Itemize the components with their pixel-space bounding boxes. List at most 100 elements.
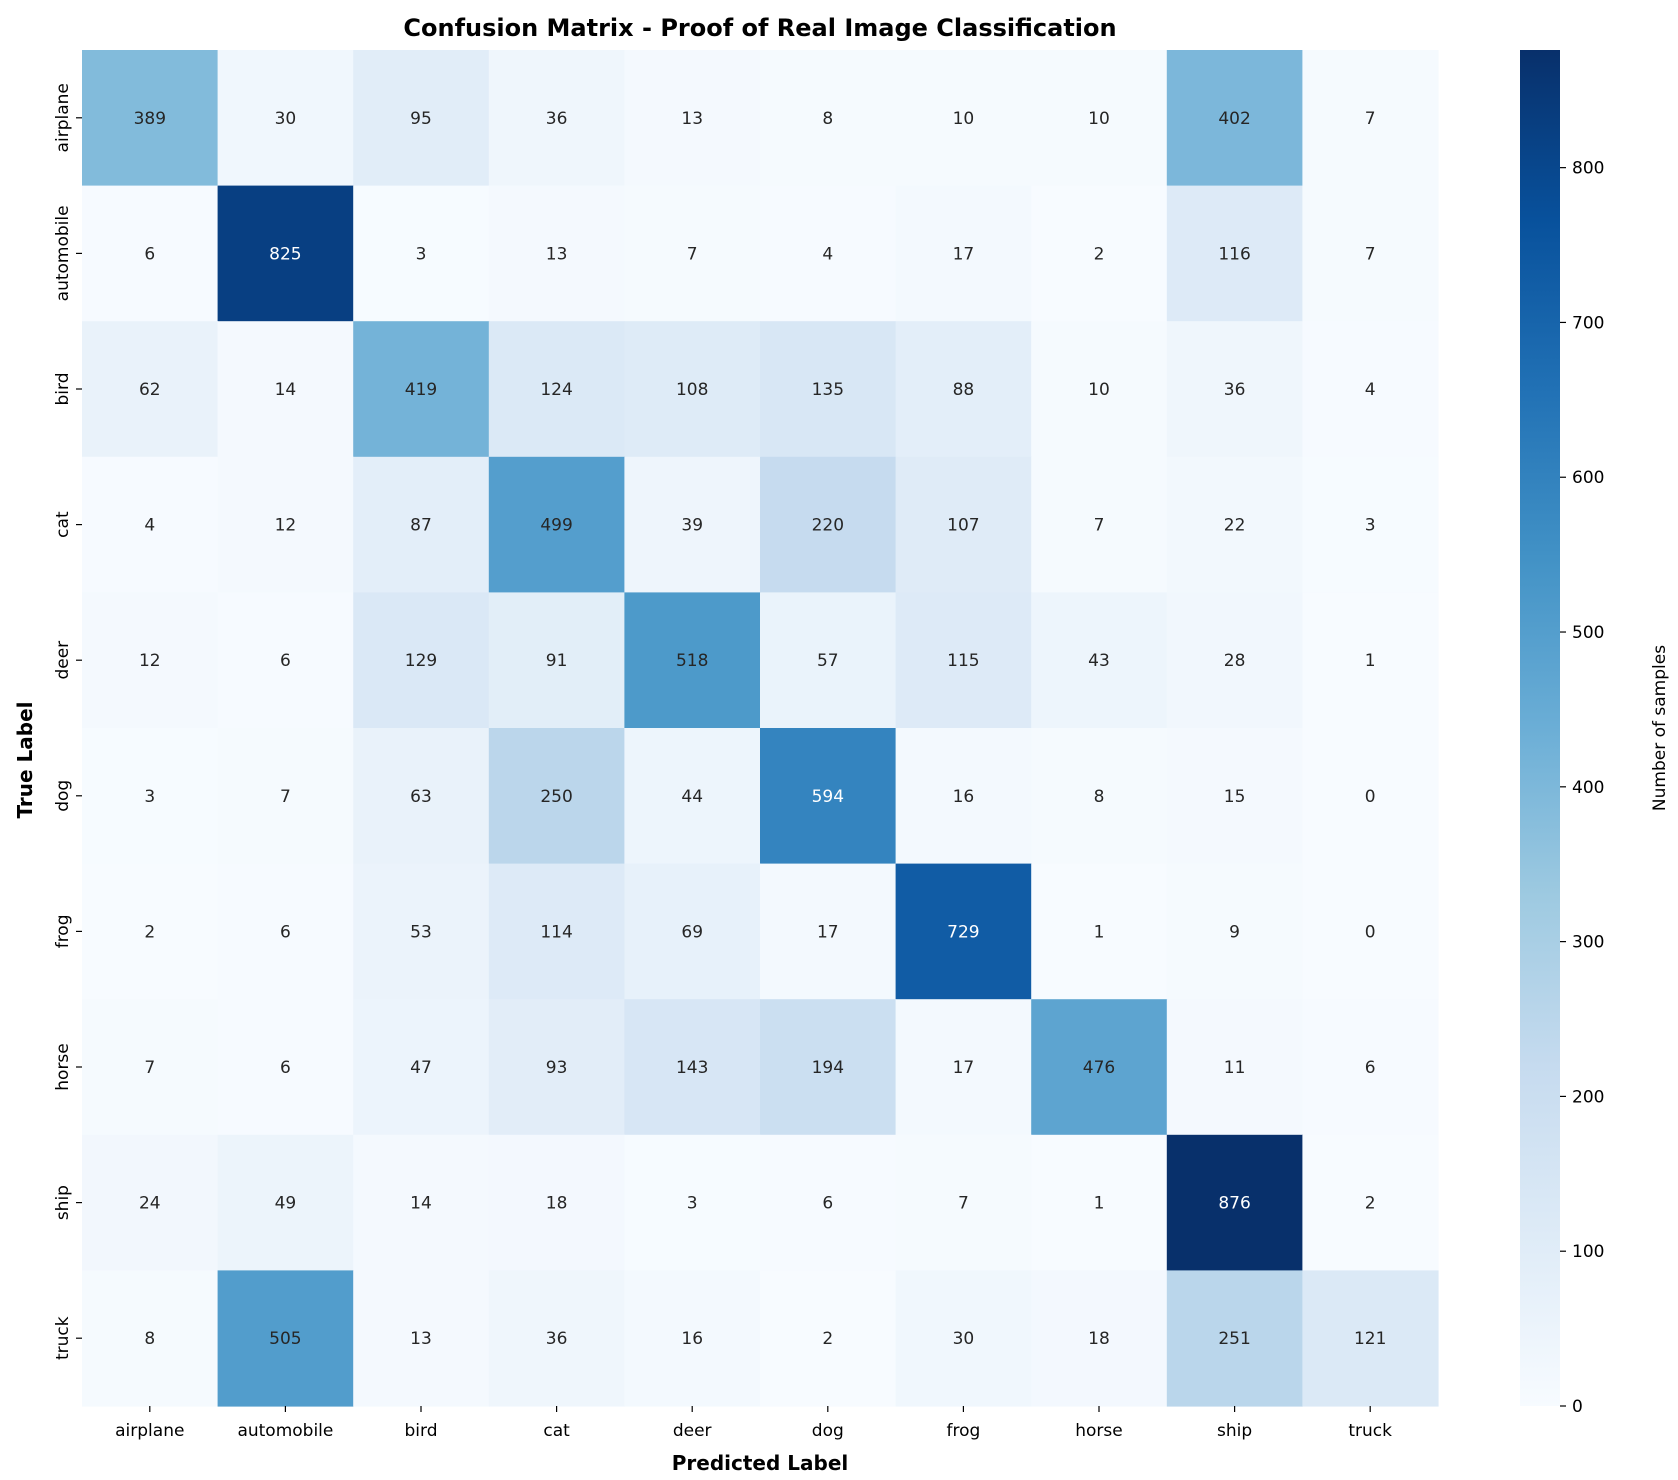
cell-value-label: 49 bbox=[275, 1194, 297, 1214]
heatmap-cell bbox=[1031, 863, 1168, 1000]
cell-value-label: 7 bbox=[1094, 516, 1105, 536]
heatmap-cell bbox=[82, 1134, 219, 1271]
heatmap-cell bbox=[895, 592, 1032, 729]
cell-value-label: 499 bbox=[540, 516, 572, 536]
heatmap-cell bbox=[488, 321, 625, 458]
cell-value-label: 108 bbox=[676, 380, 708, 400]
cell-value-label: 28 bbox=[1224, 651, 1246, 671]
heatmap-cell bbox=[624, 1134, 761, 1271]
cell-value-label: 6 bbox=[280, 922, 291, 942]
heatmap-cell bbox=[1166, 1270, 1303, 1407]
heatmap-cell bbox=[217, 728, 354, 865]
heatmap-cell bbox=[353, 863, 490, 1000]
colorbar-gradient bbox=[1520, 50, 1560, 1406]
x-axis-ticks: airplane automobile bird cat deer dog frog hors… bbox=[115, 1406, 1392, 1441]
heatmap-cell bbox=[624, 456, 761, 593]
cell-value-label: 10 bbox=[1088, 109, 1110, 129]
cell-value-label: 14 bbox=[275, 380, 297, 400]
cell-value-label: 121 bbox=[1354, 1329, 1386, 1349]
heatmap-cell bbox=[624, 50, 761, 187]
heatmap-cell bbox=[1031, 456, 1168, 593]
heatmap-cell bbox=[82, 863, 219, 1000]
cell-value-label: 3 bbox=[687, 1194, 698, 1214]
chart-title: Confusion Matrix - Proof of Real Image C… bbox=[403, 14, 1116, 42]
heatmap-cell bbox=[624, 999, 761, 1136]
cell-value-label: 24 bbox=[139, 1194, 161, 1214]
cell-value-label: 6 bbox=[1365, 1058, 1376, 1078]
cell-value-label: 6 bbox=[144, 244, 155, 264]
heatmap-cell bbox=[1031, 1270, 1168, 1407]
heatmap-cells: 389 30 95 36 13 8 10 10 402 76 825 3 13 7 4 17 2 116 762 14… bbox=[82, 50, 1439, 1407]
cell-value-label: 15 bbox=[1224, 787, 1246, 807]
heatmap-cell bbox=[82, 592, 219, 729]
cell-value-label: 250 bbox=[540, 787, 572, 807]
cell-value-label: 7 bbox=[958, 1194, 969, 1214]
heatmap-cell bbox=[760, 728, 897, 865]
heatmap-cell bbox=[488, 999, 625, 1136]
y-tick-label: frog bbox=[53, 915, 73, 949]
cell-value-label: 17 bbox=[953, 244, 975, 264]
cell-value-label: 53 bbox=[410, 922, 432, 942]
cell-value-label: 10 bbox=[1088, 380, 1110, 400]
heatmap-cell bbox=[895, 456, 1032, 593]
cell-value-label: 16 bbox=[681, 1329, 703, 1349]
heatmap-cell bbox=[488, 728, 625, 865]
heatmap-cell bbox=[488, 592, 625, 729]
x-tick-label: truck bbox=[1348, 1421, 1392, 1441]
y-axis-ticks: airplane automobile bird cat deer dog frog hors… bbox=[53, 83, 82, 1360]
heatmap-cell bbox=[217, 1134, 354, 1271]
colorbar-tick-label: 800 bbox=[1572, 159, 1604, 179]
y-tick-label: deer bbox=[53, 641, 73, 680]
heatmap-cell bbox=[82, 456, 219, 593]
colorbar-tick-label: 400 bbox=[1572, 778, 1604, 798]
heatmap-cell bbox=[1031, 592, 1168, 729]
cell-value-label: 17 bbox=[817, 922, 839, 942]
cell-value-label: 116 bbox=[1218, 244, 1250, 264]
heatmap-cell bbox=[1031, 50, 1168, 187]
cell-value-label: 7 bbox=[144, 1058, 155, 1078]
colorbar-tick-label: 200 bbox=[1572, 1087, 1604, 1107]
cell-value-label: 14 bbox=[410, 1194, 432, 1214]
heatmap-cell bbox=[1302, 50, 1439, 187]
cell-value-label: 220 bbox=[812, 516, 844, 536]
heatmap-cell bbox=[217, 456, 354, 593]
heatmap-cell bbox=[624, 321, 761, 458]
cell-value-label: 63 bbox=[410, 787, 432, 807]
heatmap-cell bbox=[217, 185, 354, 322]
cell-value-label: 36 bbox=[1224, 380, 1246, 400]
heatmap-cell bbox=[1302, 1134, 1439, 1271]
heatmap-cell bbox=[895, 999, 1032, 1136]
y-tick-label: automobile bbox=[53, 205, 73, 301]
heatmap-cell bbox=[895, 728, 1032, 865]
cell-value-label: 39 bbox=[681, 516, 703, 536]
colorbar-tick-label: 600 bbox=[1572, 468, 1604, 488]
colorbar-tick-label: 0 bbox=[1572, 1397, 1583, 1417]
heatmap-cell bbox=[217, 50, 354, 187]
cell-value-label: 13 bbox=[410, 1329, 432, 1349]
heatmap-cell bbox=[488, 50, 625, 187]
cell-value-label: 4 bbox=[1365, 380, 1376, 400]
heatmap-cell bbox=[760, 456, 897, 593]
colorbar-tick-label: 300 bbox=[1572, 933, 1604, 953]
heatmap-cell bbox=[624, 185, 761, 322]
heatmap-cell bbox=[1031, 1134, 1168, 1271]
heatmap-cell bbox=[1166, 50, 1303, 187]
heatmap-cell bbox=[1166, 1134, 1303, 1271]
cell-value-label: 36 bbox=[546, 109, 568, 129]
cell-value-label: 2 bbox=[822, 1329, 833, 1349]
heatmap-cell bbox=[82, 50, 219, 187]
heatmap-cell bbox=[353, 321, 490, 458]
cell-value-label: 729 bbox=[947, 922, 979, 942]
heatmap-cell bbox=[353, 728, 490, 865]
heatmap-cell bbox=[217, 999, 354, 1136]
heatmap-cell bbox=[760, 592, 897, 729]
heatmap-cell bbox=[760, 321, 897, 458]
heatmap-cell bbox=[1302, 728, 1439, 865]
colorbar-tick-label: 700 bbox=[1572, 313, 1604, 333]
cell-value-label: 95 bbox=[410, 109, 432, 129]
heatmap-cell bbox=[353, 1134, 490, 1271]
heatmap-cell bbox=[1031, 999, 1168, 1136]
heatmap-cell bbox=[1302, 999, 1439, 1136]
heatmap-cell bbox=[895, 1134, 1032, 1271]
